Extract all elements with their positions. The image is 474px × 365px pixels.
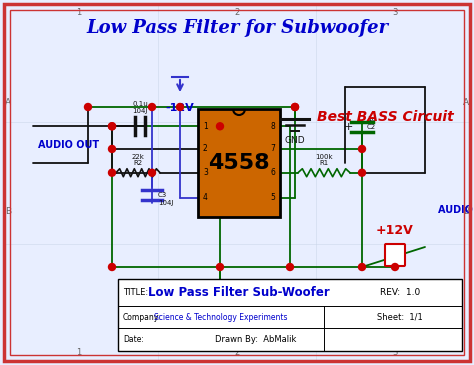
- Text: B: B: [5, 207, 11, 216]
- Circle shape: [148, 104, 155, 111]
- Text: 7: 7: [270, 145, 275, 153]
- Circle shape: [358, 264, 365, 270]
- Text: 8: 8: [270, 122, 275, 131]
- Circle shape: [392, 264, 399, 270]
- Text: Low Pass Filter Sub-Woofer: Low Pass Filter Sub-Woofer: [147, 286, 329, 299]
- Circle shape: [109, 169, 116, 176]
- Text: Best BASS Circuit: Best BASS Circuit: [317, 110, 453, 124]
- Text: R1: R1: [319, 160, 328, 166]
- Circle shape: [358, 146, 365, 153]
- Text: 22k: 22k: [132, 154, 145, 160]
- Text: 5: 5: [270, 193, 275, 202]
- Text: 4: 4: [203, 193, 208, 202]
- Circle shape: [109, 123, 116, 130]
- Text: A: A: [5, 98, 11, 107]
- Circle shape: [217, 264, 224, 270]
- Text: Low Pass Filter for Subwoofer: Low Pass Filter for Subwoofer: [86, 19, 388, 37]
- Text: -12V: -12V: [165, 103, 194, 113]
- Text: 4558: 4558: [208, 153, 270, 173]
- Text: R2: R2: [134, 160, 143, 166]
- Text: 1u: 1u: [367, 116, 376, 122]
- Text: TITLE:: TITLE:: [123, 288, 148, 297]
- FancyBboxPatch shape: [385, 244, 405, 266]
- Text: Company:: Company:: [123, 313, 161, 322]
- Circle shape: [109, 146, 116, 153]
- Text: C2: C2: [367, 124, 376, 130]
- Text: GND: GND: [285, 136, 305, 145]
- Text: REV:  1.0: REV: 1.0: [380, 288, 420, 297]
- Circle shape: [292, 104, 299, 111]
- Text: +: +: [343, 122, 353, 132]
- Circle shape: [109, 123, 116, 130]
- Circle shape: [286, 264, 293, 270]
- Text: AUDIO OUT: AUDIO OUT: [38, 140, 99, 150]
- Text: Date:: Date:: [123, 335, 144, 344]
- Circle shape: [148, 169, 155, 176]
- Text: 1: 1: [76, 8, 82, 17]
- Text: Sheet:  1/1: Sheet: 1/1: [377, 313, 423, 322]
- Circle shape: [217, 123, 224, 130]
- Text: 3: 3: [392, 8, 398, 17]
- Text: +12V: +12V: [376, 224, 414, 237]
- Text: 100k: 100k: [226, 300, 245, 310]
- Text: 1: 1: [203, 122, 208, 131]
- Text: B: B: [463, 207, 469, 216]
- Text: 2: 2: [234, 348, 240, 357]
- Text: Science & Technology Experiments: Science & Technology Experiments: [155, 313, 288, 322]
- Bar: [198, 109, 280, 217]
- Text: 3: 3: [203, 168, 208, 177]
- Text: Drawn By:  AbMalik: Drawn By: AbMalik: [215, 335, 296, 344]
- Text: 104J: 104J: [132, 108, 148, 114]
- Text: 2: 2: [234, 8, 240, 17]
- Text: 100k: 100k: [315, 154, 333, 160]
- Text: 1: 1: [76, 348, 82, 357]
- Circle shape: [358, 169, 365, 176]
- Circle shape: [109, 264, 116, 270]
- Circle shape: [84, 104, 91, 111]
- Circle shape: [176, 104, 183, 111]
- Text: 104J: 104J: [158, 200, 173, 206]
- Text: 2: 2: [203, 145, 208, 153]
- Text: VR1: VR1: [226, 291, 241, 300]
- Text: 0.1u: 0.1u: [132, 101, 148, 107]
- Bar: [118, 279, 462, 351]
- Text: 6: 6: [270, 168, 275, 177]
- Text: A: A: [463, 98, 469, 107]
- Circle shape: [292, 104, 299, 111]
- Text: AUDIO IN: AUDIO IN: [438, 205, 474, 215]
- Text: 3: 3: [392, 348, 398, 357]
- Text: C3: C3: [158, 192, 167, 198]
